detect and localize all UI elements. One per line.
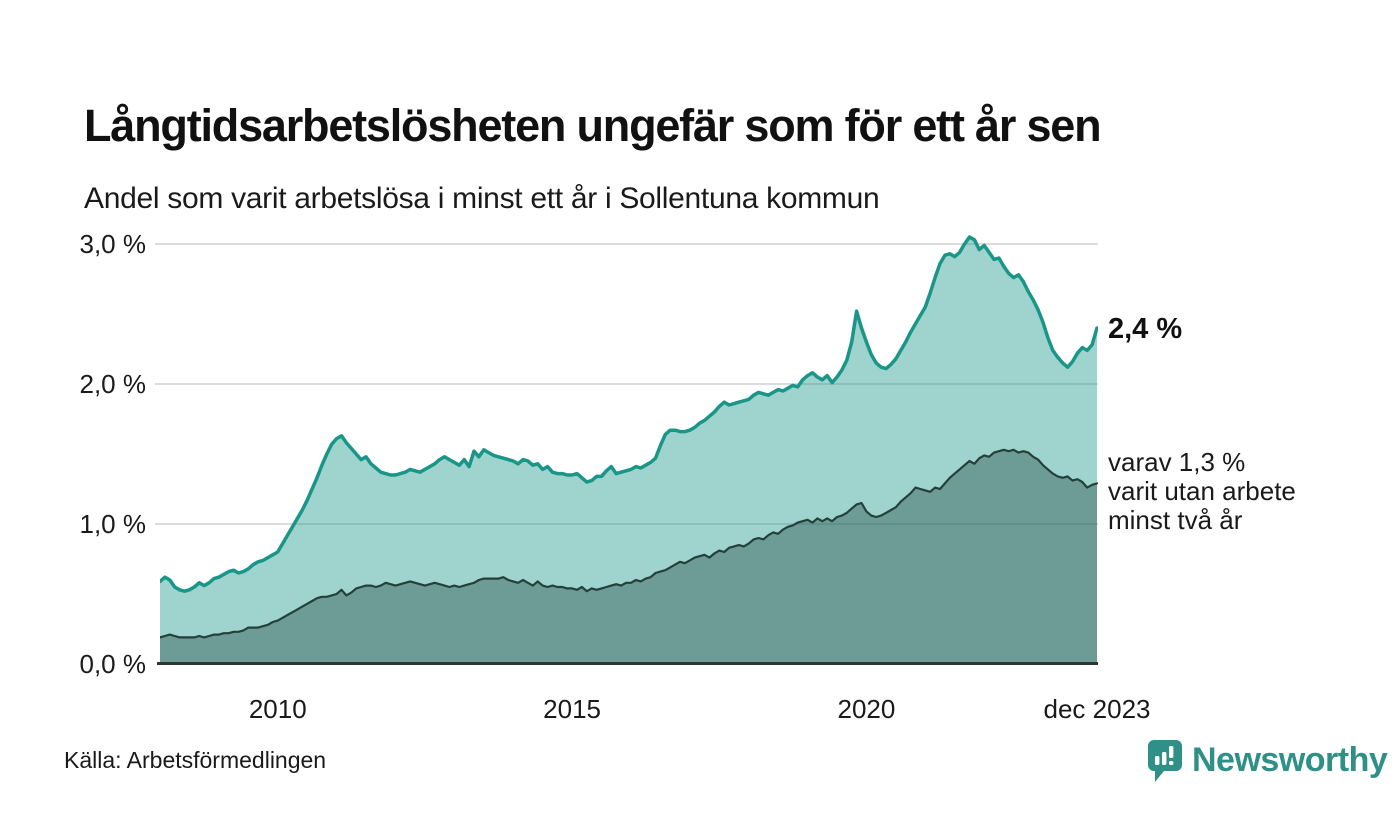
y-tick-label-3: 3,0 % [79, 229, 147, 259]
annotation-line-2: varit utan arbete [1108, 476, 1296, 506]
x-tick-label-2010: 2010 [248, 694, 307, 724]
gridline-2pct [155, 383, 1098, 385]
area-fill-1 [160, 449, 1097, 664]
series-annotation: varav 1,3 % varit utan arbete minst två … [1108, 448, 1296, 535]
y-tick-label-2: 2,0 % [79, 369, 147, 399]
x-tick-label-2015: 2015 [543, 694, 601, 724]
newsworthy-logo: Newsworthy [1147, 739, 1388, 785]
y-tick-label-0: 0,0 % [79, 649, 147, 679]
newsworthy-wordmark: Newsworthy [1192, 741, 1388, 779]
page-title: Långtidsarbetslösheten ungefär som för e… [84, 100, 1102, 152]
area-fill-0 [160, 237, 1097, 664]
y-tick-label-1: 1,0 % [79, 509, 147, 539]
x-tick-label-dec-2023: dec 2023 [1043, 694, 1151, 724]
series-line-1 [160, 448, 1098, 639]
source-credit: Källa: Arbetsförmedlingen [64, 747, 327, 773]
series-line-0 [160, 235, 1098, 593]
series-end-value-label: 2,4 % [1108, 313, 1183, 345]
x-axis-line [157, 662, 1098, 665]
x-tick-label-2020: 2020 [837, 694, 896, 724]
annotation-line-1: varav 1,3 % [1108, 447, 1246, 477]
newsworthy-bubble-chart-icon [1148, 740, 1182, 782]
gridline-3pct [155, 243, 1098, 245]
page-subtitle: Andel som varit arbetslösa i minst ett å… [84, 182, 880, 215]
annotation-line-3: minst två år [1108, 505, 1243, 535]
area-chart-plot [160, 235, 1098, 664]
gridline-1pct [155, 523, 1098, 525]
